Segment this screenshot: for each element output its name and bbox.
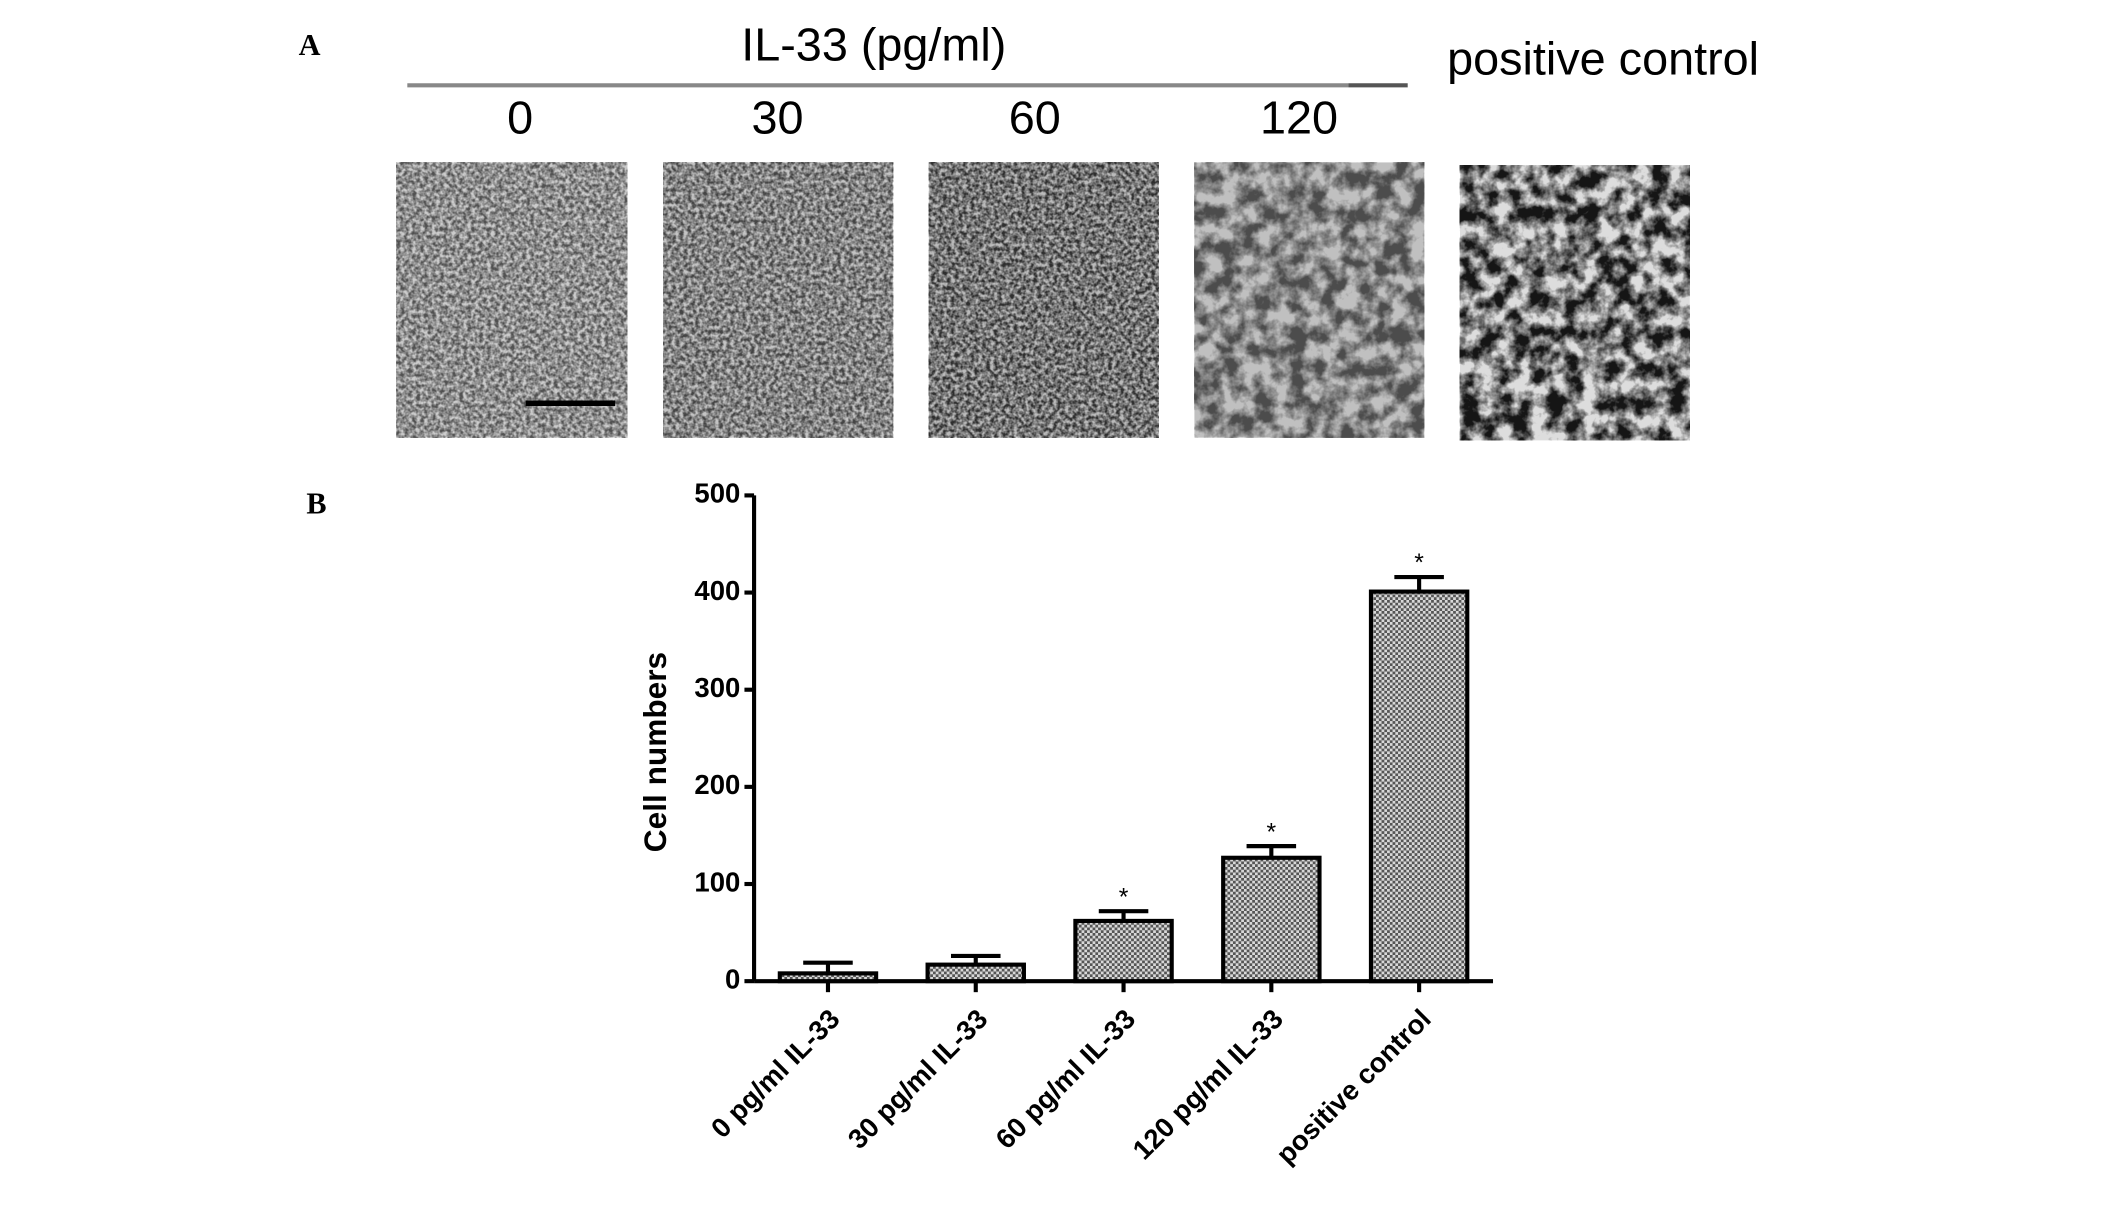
y-axis-label: Cell numbers bbox=[637, 652, 673, 852]
x-tick-label: 0 pg/ml IL-33 bbox=[705, 1003, 846, 1144]
bar bbox=[1221, 855, 1322, 984]
control-label: positive control bbox=[1447, 32, 1759, 84]
micrograph-texture bbox=[1194, 162, 1425, 438]
y-tick-label: 0 bbox=[725, 963, 740, 994]
bar bbox=[1368, 589, 1470, 984]
bar-chart: 0 100 200 300 400 500 Cell numbers 0 pg/ml IL-3… bbox=[637, 478, 1494, 1170]
x-tick-label: 60 pg/ml IL-33 bbox=[990, 1003, 1142, 1155]
significance-mark: * bbox=[1119, 884, 1129, 911]
significance-mark: * bbox=[1414, 550, 1424, 577]
x-tick-label: 30 pg/ml IL-33 bbox=[842, 1003, 994, 1155]
y-tick-label: 100 bbox=[694, 866, 740, 897]
concentration-label: 0 bbox=[507, 91, 533, 143]
panel-label: A bbox=[299, 28, 321, 62]
error-bar bbox=[803, 960, 853, 974]
concentration-label: 60 bbox=[1009, 91, 1061, 143]
error-bar bbox=[1246, 844, 1297, 858]
bar bbox=[925, 962, 1026, 984]
significance-mark: * bbox=[1267, 819, 1277, 846]
concentration-label: 120 bbox=[1260, 91, 1338, 143]
bar bbox=[1073, 918, 1174, 984]
x-tick-label: 120 pg/ml IL-33 bbox=[1126, 1003, 1288, 1165]
y-tick-label: 200 bbox=[694, 769, 740, 800]
y-tick-label: 500 bbox=[694, 478, 740, 509]
micrograph-texture bbox=[396, 162, 628, 438]
y-tick-label: 400 bbox=[694, 575, 740, 606]
panel-a-header: IL-33 (pg/ml) bbox=[741, 19, 1006, 71]
panel-label: B bbox=[306, 486, 326, 520]
concentration-label: 30 bbox=[751, 91, 803, 143]
y-tick-label: 300 bbox=[694, 672, 740, 703]
micrograph-texture bbox=[1459, 165, 1690, 441]
micrographs bbox=[396, 162, 1690, 441]
micrograph-texture bbox=[928, 162, 1159, 438]
error-bar bbox=[1394, 574, 1444, 592]
micrograph-texture bbox=[663, 162, 894, 438]
bar bbox=[777, 971, 879, 984]
error-bar bbox=[1098, 909, 1149, 921]
error-bar bbox=[950, 953, 1001, 965]
x-tick-label: positive control bbox=[1270, 1003, 1437, 1170]
